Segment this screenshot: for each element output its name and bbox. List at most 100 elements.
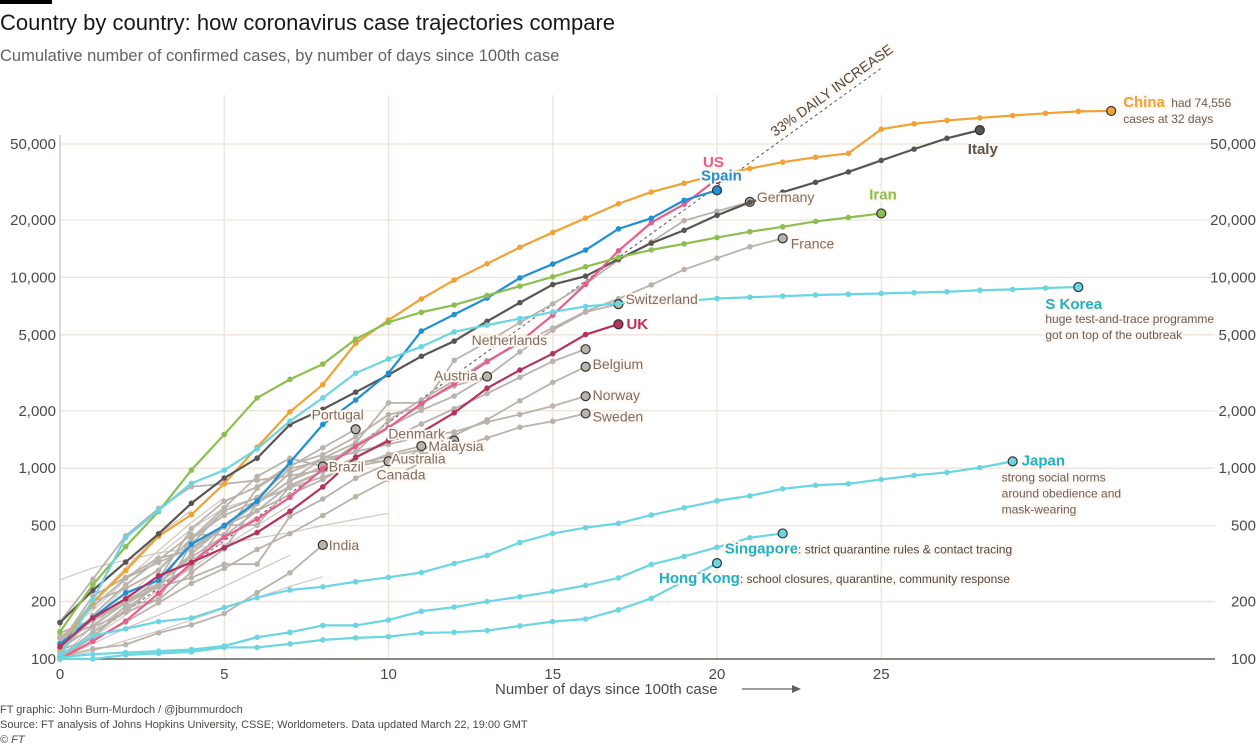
series-point[interactable] (714, 295, 720, 302)
series-point[interactable] (451, 357, 458, 364)
series-point[interactable] (812, 154, 819, 161)
series-point[interactable] (517, 374, 523, 381)
series-point[interactable] (517, 244, 523, 251)
series-point[interactable] (615, 575, 622, 581)
series-point[interactable] (582, 616, 589, 622)
series-point[interactable] (549, 588, 556, 595)
series-point[interactable] (320, 421, 326, 428)
series-end-point[interactable] (777, 528, 788, 539)
series-point[interactable] (122, 575, 129, 582)
series-point[interactable] (845, 480, 852, 487)
series-point[interactable] (287, 587, 293, 593)
series-point[interactable] (549, 618, 556, 625)
series-point[interactable] (287, 477, 293, 484)
series-point[interactable] (812, 218, 819, 225)
series-point[interactable] (287, 508, 293, 515)
series-point[interactable] (287, 641, 293, 647)
series-end-point[interactable] (1106, 105, 1117, 117)
series-point[interactable] (451, 604, 458, 610)
series-line[interactable] (59, 303, 619, 645)
series-point[interactable] (155, 630, 162, 636)
series-point[interactable] (418, 343, 425, 350)
series-point[interactable] (517, 315, 523, 322)
series-point[interactable] (779, 224, 786, 230)
series-point[interactable] (90, 615, 96, 621)
series-point[interactable] (254, 589, 260, 596)
series-point[interactable] (352, 635, 359, 641)
series-point[interactable] (320, 512, 326, 519)
series-line[interactable] (59, 201, 751, 639)
series-point[interactable] (188, 580, 195, 587)
series-point[interactable] (484, 322, 490, 328)
series-point[interactable] (320, 584, 326, 590)
series-point[interactable] (320, 465, 326, 472)
series-point[interactable] (1009, 286, 1016, 293)
series-point[interactable] (90, 581, 96, 588)
series-point[interactable] (977, 115, 983, 121)
series-point[interactable] (549, 358, 556, 365)
series-point[interactable] (484, 435, 490, 441)
series-point[interactable] (188, 615, 195, 621)
series-point[interactable] (352, 340, 359, 347)
series-point[interactable] (714, 497, 720, 504)
series-point[interactable] (385, 319, 392, 326)
series-point[interactable] (747, 228, 753, 235)
series-point[interactable] (878, 157, 885, 164)
series-point[interactable] (418, 630, 425, 636)
series-point[interactable] (254, 446, 260, 452)
series-end-point[interactable] (876, 208, 887, 219)
series-point[interactable] (549, 350, 556, 357)
series-point[interactable] (352, 448, 359, 455)
series-point[interactable] (188, 500, 195, 507)
series-point[interactable] (747, 199, 753, 206)
series-point[interactable] (352, 370, 359, 376)
series-point[interactable] (287, 494, 293, 501)
series-point[interactable] (188, 564, 195, 571)
series-point[interactable] (122, 625, 129, 632)
series-point[interactable] (582, 331, 589, 338)
series-point[interactable] (681, 298, 687, 304)
series-point[interactable] (517, 623, 523, 629)
series-point[interactable] (582, 215, 589, 221)
series-point[interactable] (418, 459, 425, 466)
series-point[interactable] (320, 622, 326, 629)
series-point[interactable] (582, 273, 589, 279)
series-point[interactable] (615, 200, 622, 207)
series-line[interactable] (59, 375, 488, 659)
series-point[interactable] (320, 476, 326, 483)
series-point[interactable] (122, 618, 129, 624)
series-point[interactable] (221, 561, 228, 567)
series-point[interactable] (615, 254, 622, 261)
series-point[interactable] (221, 512, 228, 519)
series-end-point[interactable] (383, 456, 394, 467)
series-point[interactable] (287, 513, 293, 520)
series-point[interactable] (254, 529, 260, 536)
series-point[interactable] (517, 339, 523, 345)
series-point[interactable] (779, 293, 786, 299)
series-point[interactable] (418, 608, 425, 615)
series-point[interactable] (418, 450, 425, 457)
series-point[interactable] (254, 498, 260, 504)
series-end-point[interactable] (1007, 456, 1018, 467)
series-point[interactable] (155, 590, 162, 597)
series-point[interactable] (188, 554, 195, 560)
series-end-point[interactable] (974, 125, 985, 136)
series-point[interactable] (287, 376, 293, 383)
series-point[interactable] (681, 180, 687, 187)
series-point[interactable] (122, 641, 129, 648)
series-point[interactable] (287, 459, 293, 466)
series-end-point[interactable] (481, 371, 493, 382)
series-point[interactable] (221, 604, 228, 611)
series-point[interactable] (1042, 110, 1049, 117)
series-point[interactable] (352, 578, 359, 585)
series-point[interactable] (155, 507, 162, 514)
series-point[interactable] (747, 534, 753, 541)
series-point[interactable] (615, 520, 622, 527)
series-point[interactable] (517, 299, 523, 306)
series-point[interactable] (812, 292, 819, 298)
series-point[interactable] (878, 476, 885, 483)
series-point[interactable] (1042, 285, 1049, 291)
series-point[interactable] (747, 244, 753, 250)
series-point[interactable] (779, 485, 786, 492)
series-point[interactable] (681, 201, 687, 207)
